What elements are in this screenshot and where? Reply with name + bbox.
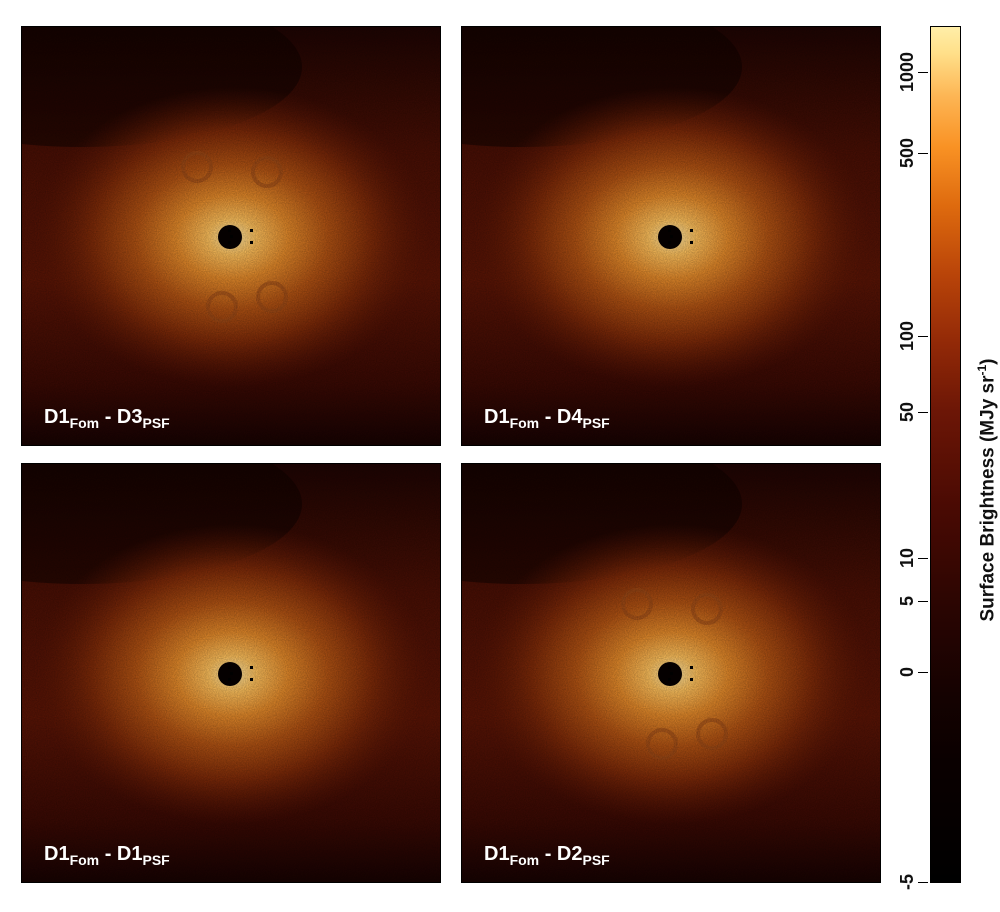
masked-pixel [690, 678, 693, 681]
masked-pixel [250, 666, 253, 669]
brightness-map [462, 27, 880, 445]
panel-label: D1Fom - D3PSF [44, 406, 170, 431]
colorbar-tick-label: 100 [897, 320, 917, 352]
masked-pixel [670, 235, 673, 238]
colorbar-axis: 1000 500 100 50 10 5 0 -5 [895, 0, 935, 910]
image-panel-top-left: D1Fom - D3PSF [21, 26, 441, 446]
brightness-map [462, 464, 880, 882]
masked-pixel [230, 235, 233, 238]
panel-label: D1Fom - D2PSF [484, 843, 610, 868]
image-panel-top-right: D1Fom - D4PSF [461, 26, 881, 446]
masked-pixel [228, 678, 231, 681]
masked-pixel [690, 666, 693, 669]
colorbar-tick [918, 153, 928, 154]
masked-pixel [668, 678, 671, 681]
masked-pixel [668, 229, 671, 232]
colorbar-title: Surface Brightness (MJy sr-1) [975, 358, 999, 622]
colorbar-tick-label: 50 [897, 401, 917, 423]
masked-pixel [250, 241, 253, 244]
masked-pixel [228, 666, 231, 669]
masked-pixel [668, 666, 671, 669]
colorbar [930, 26, 961, 883]
colorbar-tick [918, 882, 928, 883]
colorbar-tick [918, 336, 928, 337]
masked-pixel [690, 229, 693, 232]
colorbar-tick-label: -5 [897, 874, 917, 891]
masked-pixel [250, 678, 253, 681]
image-panel-bottom-right: D1Fom - D2PSF [461, 463, 881, 883]
colorbar-tick [918, 672, 928, 673]
colorbar-tick [918, 412, 928, 413]
brightness-map [22, 464, 440, 882]
brightness-map [22, 27, 440, 445]
masked-pixel [228, 229, 231, 232]
colorbar-tick-label: 1000 [897, 51, 917, 93]
panel-label: D1Fom - D1PSF [44, 843, 170, 868]
colorbar-tick-label: 0 [897, 667, 917, 678]
masked-pixel [250, 229, 253, 232]
panel-label: D1Fom - D4PSF [484, 406, 610, 431]
masked-pixel [228, 241, 231, 244]
masked-pixel [690, 241, 693, 244]
colorbar-tick-label: 5 [897, 596, 917, 607]
masked-pixel [230, 672, 233, 675]
colorbar-tick-label: 500 [897, 137, 917, 169]
masked-pixel [668, 241, 671, 244]
masked-pixel [670, 672, 673, 675]
image-panel-bottom-left: D1Fom - D1PSF [21, 463, 441, 883]
colorbar-tick [918, 72, 928, 73]
colorbar-tick [918, 558, 928, 559]
colorbar-tick [918, 601, 928, 602]
